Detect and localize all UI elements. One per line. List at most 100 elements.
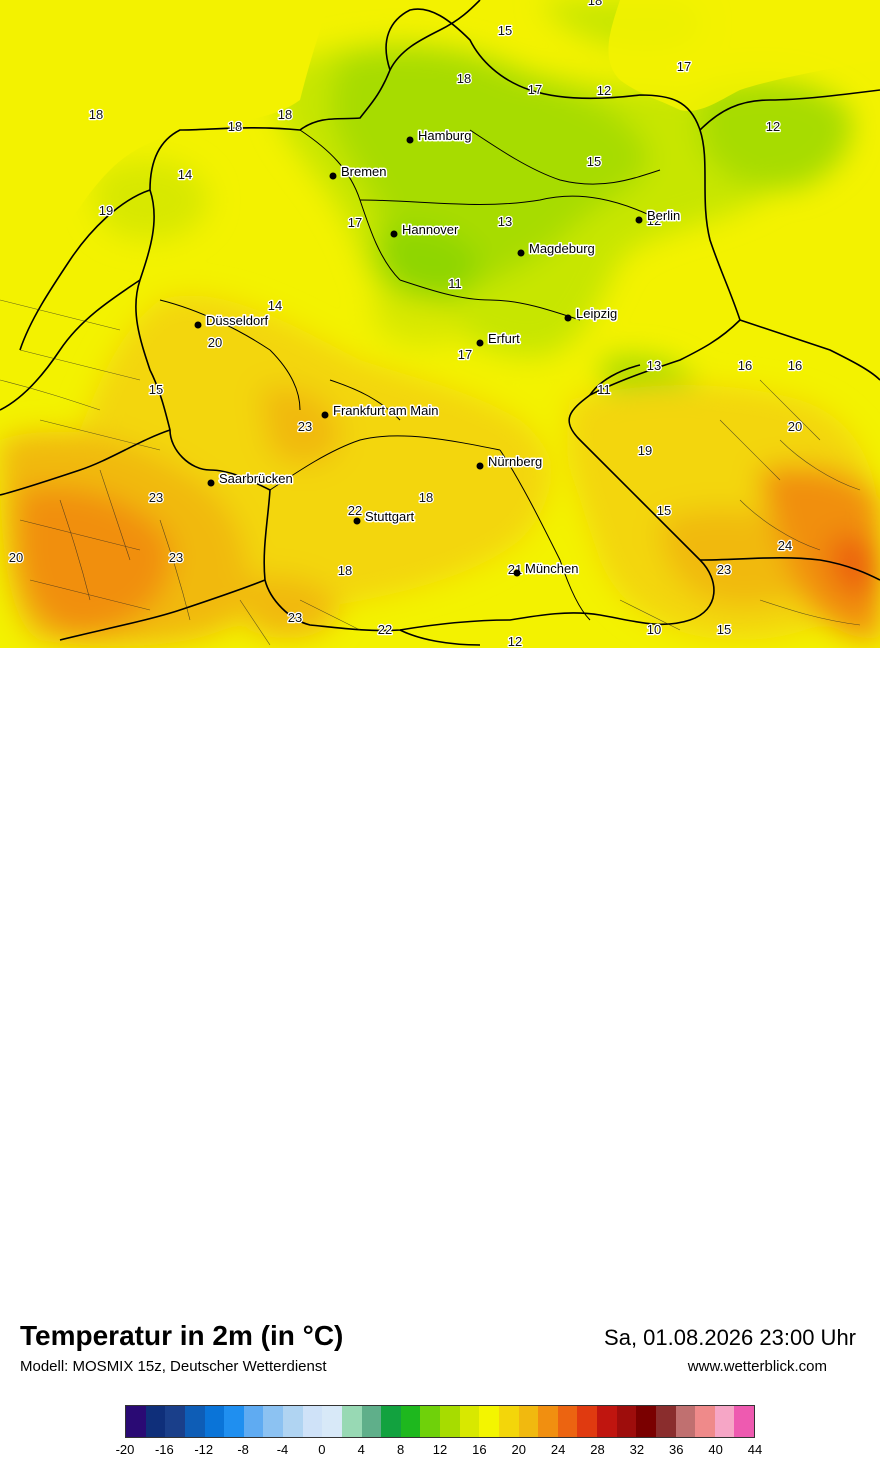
city-dot xyxy=(476,339,484,347)
temperature-value: 20 xyxy=(788,419,802,434)
legend-tick-labels: -20 -16 -12 -8 -4 0 4 8 12 16 20 24 28 32 36 40 44 xyxy=(116,1442,763,1462)
admin-lines xyxy=(0,299,861,646)
city-label: Nürnberg xyxy=(488,454,542,469)
temperature-value: 23 xyxy=(288,610,302,625)
temperature-value: 12 xyxy=(597,83,611,98)
temperature-value: 17 xyxy=(528,82,542,97)
temperature-value: 23 xyxy=(298,419,312,434)
temperature-value: 14 xyxy=(268,298,282,313)
temperature-value: 17 xyxy=(677,59,691,74)
city-label: Hamburg xyxy=(418,128,471,143)
color-legend xyxy=(125,1405,755,1438)
temperature-value: 24 xyxy=(778,538,792,553)
legend-swatch xyxy=(675,1406,696,1437)
temperature-value: 15 xyxy=(498,23,512,38)
city-dot xyxy=(207,479,215,487)
temperature-value: 13 xyxy=(647,358,661,373)
temperature-value: 11 xyxy=(448,276,462,291)
city-dot xyxy=(517,249,525,257)
legend-swatch xyxy=(714,1406,735,1437)
city-dot xyxy=(321,411,329,419)
legend-tick: 44 xyxy=(747,1442,763,1457)
legend-swatch xyxy=(577,1406,597,1437)
legend-tick: 36 xyxy=(669,1442,684,1457)
legend-swatch xyxy=(126,1406,146,1437)
temperature-value: 19 xyxy=(638,443,652,458)
city-label: Düsseldorf xyxy=(206,313,269,328)
map-title: Temperatur in 2m (in °C) xyxy=(20,1320,344,1351)
city-dot xyxy=(194,321,202,329)
temperature-value: 14 xyxy=(178,167,192,182)
temperature-value: 15 xyxy=(657,503,671,518)
legend-tick: 20 xyxy=(511,1442,526,1457)
temperature-value: 15 xyxy=(587,154,601,169)
temperature-value: 12 xyxy=(766,119,780,134)
temperature-value: 18 xyxy=(588,0,602,8)
temperature-value: 15 xyxy=(717,622,731,637)
temperature-value: 20 xyxy=(9,550,23,565)
temperature-value: 23 xyxy=(149,490,163,505)
legend-swatch xyxy=(204,1406,225,1437)
legend-tick: 28 xyxy=(590,1442,605,1457)
temperature-value: 22 xyxy=(378,622,392,637)
legend-swatch xyxy=(557,1406,578,1437)
legend-swatch xyxy=(184,1406,205,1437)
temperature-value: 18 xyxy=(338,563,352,578)
city-markers: Hamburg Bremen Hannover Berlin Magdeburg Düss… xyxy=(194,127,682,578)
legend-tick: 0 xyxy=(318,1442,326,1457)
city-label: Frankfurt am Main xyxy=(333,403,438,418)
legend-swatch xyxy=(479,1406,499,1437)
temperature-value: 16 xyxy=(788,358,802,373)
legend-swatch xyxy=(538,1406,558,1437)
legend-tick: 40 xyxy=(708,1442,723,1457)
legend-swatch xyxy=(224,1406,244,1437)
city-dot xyxy=(476,462,484,470)
temperature-value: 10 xyxy=(647,622,661,637)
temperature-value: 17 xyxy=(458,347,472,362)
city-dot xyxy=(353,517,361,525)
legend-tick: -12 xyxy=(194,1442,214,1457)
temperature-value: 12 xyxy=(647,213,661,228)
legend-swatch xyxy=(518,1406,539,1437)
temperature-field xyxy=(0,0,880,646)
legend-swatch xyxy=(145,1406,166,1437)
temperature-value: 18 xyxy=(457,71,471,86)
legend-swatch xyxy=(440,1406,460,1437)
map-canvas: 18 15 18 17 12 12 18 18 18 14 15 19 17 13 14 20 11 17 17 12… xyxy=(0,0,880,648)
temperature-value: 18 xyxy=(278,107,292,122)
map-footer: Temperatur in 2m (in °C) Modell: MOSMIX … xyxy=(0,648,880,1457)
model-info: Modell: MOSMIX 15z, Deutscher Wetterdien… xyxy=(20,1358,327,1375)
legend-swatch xyxy=(420,1406,440,1437)
legend-swatch xyxy=(616,1406,637,1437)
temperature-value: 13 xyxy=(498,214,512,229)
legend-swatch xyxy=(302,1406,323,1437)
legend-swatch xyxy=(400,1406,421,1437)
temperature-value: 22 xyxy=(348,503,362,518)
legend-swatch xyxy=(165,1406,185,1437)
website-link[interactable]: www.wetterblick.com xyxy=(687,1358,827,1375)
city-dot xyxy=(406,136,414,144)
temperature-value: 18 xyxy=(419,490,433,505)
legend-swatch xyxy=(695,1406,715,1437)
legend-tick: -16 xyxy=(154,1442,174,1457)
legend-swatch xyxy=(263,1406,283,1437)
country-borders xyxy=(0,0,880,646)
city-label: Hannover xyxy=(402,222,459,237)
city-label: Bremen xyxy=(341,164,387,179)
forecast-datetime: Sa, 01.08.2026 23:00 Uhr xyxy=(604,1325,856,1350)
temperature-value: 11 xyxy=(597,382,611,397)
legend-swatch xyxy=(498,1406,519,1437)
legend-swatch xyxy=(283,1406,303,1437)
legend-swatch xyxy=(361,1406,382,1437)
legend-swatch xyxy=(459,1406,480,1437)
temperature-value: 12 xyxy=(508,634,522,648)
legend-tick: -8 xyxy=(237,1442,249,1457)
legend-swatch xyxy=(243,1406,264,1437)
city-label: Leipzig xyxy=(576,306,617,321)
legend-tick: -4 xyxy=(276,1442,289,1457)
temperature-value: 23 xyxy=(717,562,731,577)
temperature-value: 18 xyxy=(89,107,103,122)
city-dot xyxy=(564,314,572,322)
legend-swatch xyxy=(322,1406,342,1437)
temperature-value: 20 xyxy=(208,335,222,350)
